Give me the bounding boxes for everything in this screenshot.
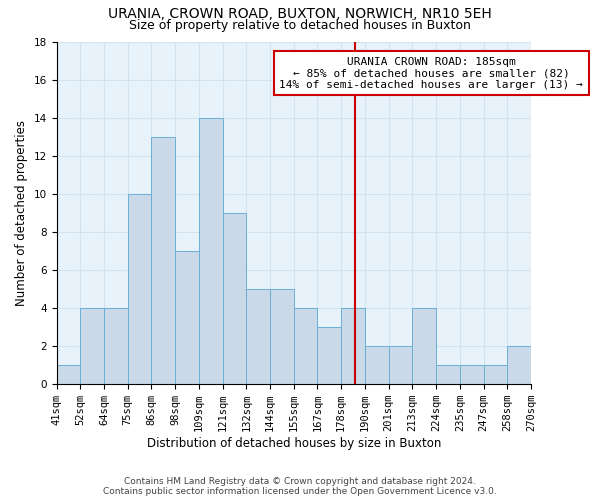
Bar — [412, 308, 436, 384]
Bar — [341, 308, 365, 384]
Bar — [460, 365, 484, 384]
Text: URANIA CROWN ROAD: 185sqm
← 85% of detached houses are smaller (82)
14% of semi-: URANIA CROWN ROAD: 185sqm ← 85% of detac… — [279, 56, 583, 90]
Bar — [151, 136, 175, 384]
Bar — [484, 365, 507, 384]
Bar — [294, 308, 317, 384]
Text: Size of property relative to detached houses in Buxton: Size of property relative to detached ho… — [129, 19, 471, 32]
X-axis label: Distribution of detached houses by size in Buxton: Distribution of detached houses by size … — [146, 437, 441, 450]
Bar — [56, 365, 80, 384]
Text: URANIA, CROWN ROAD, BUXTON, NORWICH, NR10 5EH: URANIA, CROWN ROAD, BUXTON, NORWICH, NR1… — [108, 8, 492, 22]
Bar — [223, 213, 247, 384]
Bar — [175, 251, 199, 384]
Bar — [270, 289, 294, 384]
Bar — [128, 194, 151, 384]
Bar — [507, 346, 531, 384]
Bar — [104, 308, 128, 384]
Bar — [436, 365, 460, 384]
Bar — [199, 118, 223, 384]
Bar — [317, 327, 341, 384]
Text: Contains HM Land Registry data © Crown copyright and database right 2024.
Contai: Contains HM Land Registry data © Crown c… — [103, 476, 497, 496]
Bar — [247, 289, 270, 384]
Bar — [365, 346, 389, 384]
Y-axis label: Number of detached properties: Number of detached properties — [15, 120, 28, 306]
Bar — [80, 308, 104, 384]
Bar — [389, 346, 412, 384]
